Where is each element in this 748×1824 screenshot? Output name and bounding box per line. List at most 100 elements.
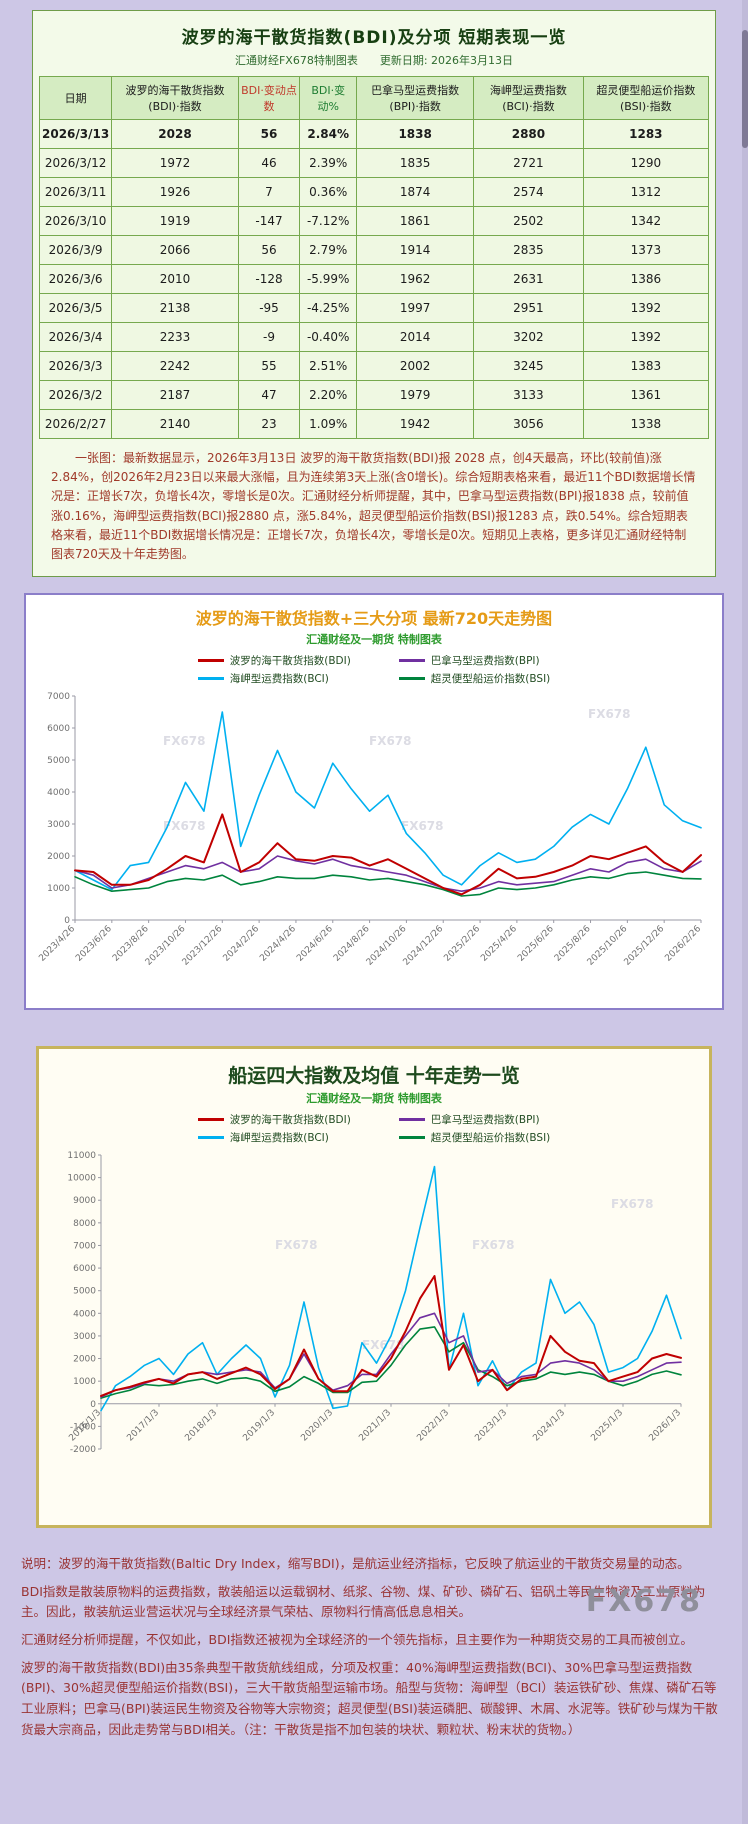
table-cell: 2.84% xyxy=(299,119,358,149)
table-row: 2026/3/4 2233 -9 -0.40% 2014 3202 1392 xyxy=(38,322,710,352)
table-row: 2026/3/12 1972 46 2.39% 1835 2721 1290 xyxy=(38,148,710,178)
table-row: 2026/3/6 2010 -128 -5.99% 1962 2631 1386 xyxy=(38,264,710,294)
table-cell: 1942 xyxy=(356,409,475,439)
legend-swatch xyxy=(398,677,425,681)
bdi-table: 日期 波罗的海干散货指数(BDI)·指数 BDI·变动点数 BDI·变动% 巴拿马型运费… xyxy=(38,76,710,439)
table-cell: 2026/3/10 xyxy=(38,206,113,236)
table-row: 2026/3/11 1926 7 0.36% 1874 2574 1312 xyxy=(38,177,710,207)
svg-text:11000: 11000 xyxy=(67,1151,96,1161)
table-cell: 1283 xyxy=(582,119,710,149)
table-cell: 0.36% xyxy=(299,177,358,207)
table-cell: 2010 xyxy=(111,264,239,294)
legend-swatch xyxy=(197,1118,224,1122)
svg-text:2017/1/3: 2017/1/3 xyxy=(125,1408,161,1444)
legend-swatch xyxy=(197,677,224,681)
svg-text:2019/1/3: 2019/1/3 xyxy=(241,1408,277,1444)
table-cell: 1342 xyxy=(582,206,710,236)
svg-text:2026/1/3: 2026/1/3 xyxy=(647,1408,683,1444)
table-cell: 1361 xyxy=(582,380,710,410)
table-cell: -7.12% xyxy=(299,206,358,236)
table-cell: -147 xyxy=(237,206,301,236)
table-cell: 1338 xyxy=(582,409,710,439)
table-cell: 1838 xyxy=(356,119,475,149)
svg-text:2024/4/26: 2024/4/26 xyxy=(258,924,298,964)
svg-text:8000: 8000 xyxy=(73,1219,96,1229)
legend-item: 巴拿马型运费指数(BPI) xyxy=(398,1112,550,1127)
svg-text:2025/4/26: 2025/4/26 xyxy=(479,924,519,964)
table-cell: 1373 xyxy=(582,235,710,265)
svg-text:2025/1/3: 2025/1/3 xyxy=(589,1408,625,1444)
chart-720-legend: 波罗的海干散货指数(BDI) 巴拿马型运费指数(BPI) 海岬型运费指数(BCI) 超… xyxy=(26,653,722,686)
table-cell: 47 xyxy=(237,380,301,410)
table-cell: 23 xyxy=(237,409,301,439)
table-row: 2026/3/9 2066 56 2.79% 1914 2835 1373 xyxy=(38,235,710,265)
column-header: 巴拿马型运费指数(BPI)·指数 xyxy=(356,76,475,120)
table-cell: 1972 xyxy=(111,148,239,178)
table-cell: 3056 xyxy=(473,409,584,439)
table-cell: -128 xyxy=(237,264,301,294)
svg-text:7000: 7000 xyxy=(73,1242,96,1252)
svg-text:2023/8/26: 2023/8/26 xyxy=(111,924,151,964)
svg-text:2024/2/26: 2024/2/26 xyxy=(222,924,262,964)
chart-10y-plot: FX678 FX678 FX678 FX678 -2000 -1000 0 1000 2000 3… xyxy=(67,1151,683,1455)
table-cell: 2026/3/6 xyxy=(38,264,113,294)
svg-text:2023/4/26: 2023/4/26 xyxy=(37,924,77,964)
svg-text:FX678: FX678 xyxy=(362,1338,405,1352)
table-cell: 3202 xyxy=(473,322,584,352)
table-row: 2026/3/10 1919 -147 -7.12% 1861 2502 1342 xyxy=(38,206,710,236)
svg-text:0: 0 xyxy=(64,916,70,926)
svg-text:6000: 6000 xyxy=(47,724,70,734)
svg-text:7000: 7000 xyxy=(47,692,70,702)
column-header: 海岬型运费指数(BCI)·指数 xyxy=(473,76,584,120)
table-cell: 2026/3/5 xyxy=(38,293,113,323)
svg-text:FX678: FX678 xyxy=(401,819,444,833)
table-cell: 1919 xyxy=(111,206,239,236)
svg-text:2025/2/26: 2025/2/26 xyxy=(442,924,482,964)
svg-text:6000: 6000 xyxy=(73,1264,96,1274)
legend-label: 巴拿马型运费指数(BPI) xyxy=(430,655,540,668)
scrollbar-thumb[interactable] xyxy=(742,30,748,148)
table-cell: 2026/3/2 xyxy=(38,380,113,410)
svg-text:5000: 5000 xyxy=(47,756,70,766)
svg-text:2023/1/3: 2023/1/3 xyxy=(473,1408,509,1444)
legend-item: 波罗的海干散货指数(BDI) xyxy=(197,653,351,668)
table-cell: 2014 xyxy=(356,322,475,352)
table-cell: 7 xyxy=(237,177,301,207)
table-cell: 1874 xyxy=(356,177,475,207)
svg-text:3000: 3000 xyxy=(73,1332,96,1342)
note-line: 汇通财经分析师提醒，不仅如此，BDI指数还被视为全球经济的一个领先指标，且主要作… xyxy=(21,1632,693,1647)
table-cell: 2026/3/3 xyxy=(38,351,113,381)
legend-swatch xyxy=(197,1136,224,1140)
table-cell: 1392 xyxy=(582,293,710,323)
table-cell: 46 xyxy=(237,148,301,178)
table-cell: 2026/3/12 xyxy=(38,148,113,178)
legend-label: 巴拿马型运费指数(BPI) xyxy=(430,1114,540,1127)
table-cell: -0.40% xyxy=(299,322,358,352)
table-cell: 2.39% xyxy=(299,148,358,178)
table-cell: -9 xyxy=(237,322,301,352)
table-cell: 1383 xyxy=(582,351,710,381)
svg-text:2025/8/26: 2025/8/26 xyxy=(553,924,593,964)
svg-text:2023/6/26: 2023/6/26 xyxy=(74,924,114,964)
scrollbar-track[interactable] xyxy=(742,0,748,1824)
column-header: BDI·变动% xyxy=(299,76,358,120)
table-cell: 1861 xyxy=(356,206,475,236)
table-cell: 2140 xyxy=(111,409,239,439)
svg-text:5000: 5000 xyxy=(73,1287,96,1297)
summary-text: 一张图：最新数据显示，2026年3月13日 波罗的海干散货指数(BDI)报 20… xyxy=(51,451,696,561)
table-cell: 2026/3/13 xyxy=(38,119,113,149)
svg-text:2000: 2000 xyxy=(73,1355,96,1365)
svg-text:FX678: FX678 xyxy=(611,1197,654,1211)
svg-text:2024/8/26: 2024/8/26 xyxy=(332,924,372,964)
table-subtitle: 汇通财经FX678特制图表 更新日期: 2026年3月13日 xyxy=(234,54,514,67)
table-cell: -5.99% xyxy=(299,264,358,294)
table-cell: 1312 xyxy=(582,177,710,207)
note-line: BDI指数是散装原物料的运费指数，散装船运以运载钢材、纸浆、谷物、煤、矿砂、磷矿… xyxy=(21,1583,706,1620)
svg-text:0: 0 xyxy=(90,1400,96,1410)
legend-label: 超灵便型船运价指数(BSI) xyxy=(430,673,551,686)
table-cell: 55 xyxy=(237,351,301,381)
svg-text:FX678: FX678 xyxy=(472,1238,515,1252)
table-cell: 1926 xyxy=(111,177,239,207)
chart-720-title: 波罗的海干散货指数+三大分项 最新720天走势图 xyxy=(195,609,553,629)
